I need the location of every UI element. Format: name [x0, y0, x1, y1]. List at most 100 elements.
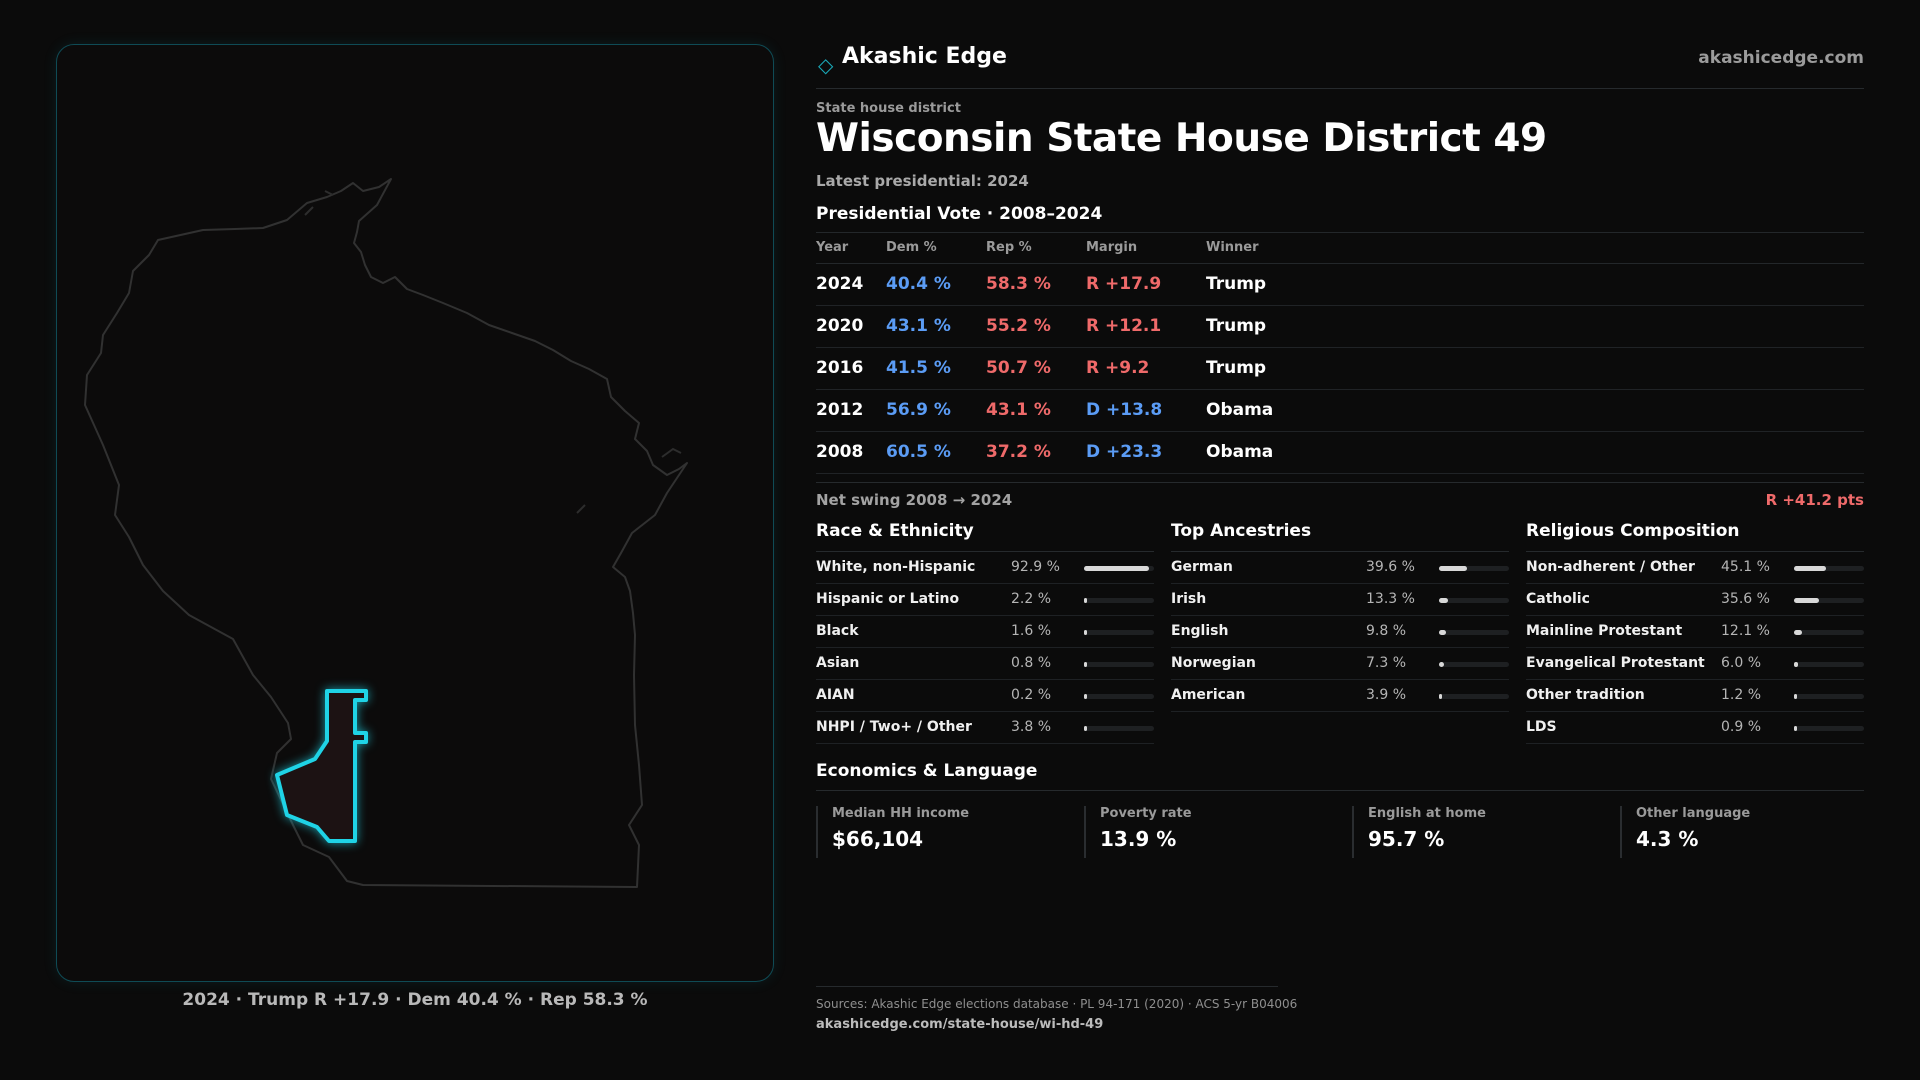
list-item: German 39.6 %: [1171, 552, 1509, 584]
race-ethnicity-title: Race & Ethnicity: [816, 521, 974, 541]
bar-track: [1439, 630, 1509, 635]
item-percent: 0.8 %: [1011, 655, 1052, 671]
bar-fill: [1084, 694, 1087, 699]
item-label: English: [1171, 623, 1229, 639]
item-percent: 1.2 %: [1721, 687, 1762, 703]
stat-label: Other language: [1636, 806, 1751, 821]
dem-cell: 43.1 %: [886, 316, 951, 336]
item-label: LDS: [1526, 719, 1557, 735]
bar-fill: [1084, 598, 1087, 603]
page-title: Wisconsin State House District 49: [816, 116, 1547, 161]
list-item: LDS 0.9 %: [1526, 712, 1864, 744]
margin-cell: R +17.9: [1086, 274, 1162, 294]
item-label: Catholic: [1526, 591, 1590, 607]
stat-value: $66,104: [832, 827, 924, 851]
dem-cell: 56.9 %: [886, 400, 951, 420]
bar-track: [1084, 630, 1154, 635]
item-label: Asian: [816, 655, 860, 671]
permalink[interactable]: akashicedge.com/state-house/wi-hd-49: [816, 1017, 1104, 1032]
item-percent: 0.9 %: [1721, 719, 1762, 735]
item-label: German: [1171, 559, 1233, 575]
item-label: Hispanic or Latino: [816, 591, 960, 607]
item-percent: 12.1 %: [1721, 623, 1770, 639]
margin-cell: D +23.3: [1086, 442, 1163, 462]
rep-cell: 58.3 %: [986, 274, 1051, 294]
winner-cell: Obama: [1206, 400, 1274, 420]
stat-label: Poverty rate: [1100, 806, 1192, 821]
wisconsin-outline: [84, 178, 688, 888]
margin-cell: D +13.8: [1086, 400, 1163, 420]
bar-fill: [1794, 694, 1797, 699]
year-cell: 2012: [816, 400, 864, 420]
bar-fill: [1794, 566, 1826, 571]
net-swing-value: R +41.2 pts: [1765, 491, 1864, 509]
year-cell: 2016: [816, 358, 864, 378]
bar-track: [1794, 662, 1864, 667]
item-label: Black: [816, 623, 859, 639]
religion-section: Religious Composition Non-adherent / Oth…: [1526, 521, 1864, 744]
list-item: AIAN 0.2 %: [816, 680, 1154, 712]
item-percent: 92.9 %: [1011, 559, 1060, 575]
winner-cell: Trump: [1206, 358, 1267, 378]
item-percent: 3.8 %: [1011, 719, 1052, 735]
bar-fill: [1084, 726, 1087, 731]
list-item: Asian 0.8 %: [816, 648, 1154, 680]
bar-fill: [1439, 662, 1445, 667]
net-swing-label: Net swing 2008 → 2024: [816, 491, 1013, 509]
bar-fill: [1084, 566, 1150, 571]
stat-label: English at home: [1368, 806, 1486, 821]
item-label: AIAN: [816, 687, 855, 703]
bar-fill: [1439, 630, 1446, 635]
bar-track: [1794, 598, 1864, 603]
table-row: 2016 41.5 % 50.7 % R +9.2 Trump: [816, 348, 1864, 390]
presidential-vote-table: Year Dem % Rep % Margin Winner 2024 40.4…: [816, 232, 1864, 474]
item-label: American: [1171, 687, 1246, 703]
bar-track: [1084, 598, 1154, 603]
brand-url-link[interactable]: akashicedge.com: [1698, 48, 1864, 68]
table-header-row: Year Dem % Rep % Margin Winner: [816, 233, 1864, 264]
list-item: Irish 13.3 %: [1171, 584, 1509, 616]
item-percent: 45.1 %: [1721, 559, 1770, 575]
stat-value: 4.3 %: [1636, 827, 1699, 851]
list-item: Other tradition 1.2 %: [1526, 680, 1864, 712]
item-label: Mainline Protestant: [1526, 623, 1683, 639]
item-label: Norwegian: [1171, 655, 1256, 671]
year-cell: 2008: [816, 442, 864, 462]
brand-name[interactable]: Akashic Edge: [842, 44, 1007, 69]
table-row: 2012 56.9 % 43.1 % D +13.8 Obama: [816, 390, 1864, 432]
bar-track: [1439, 598, 1509, 603]
stat-value: 13.9 %: [1100, 827, 1177, 851]
item-percent: 9.8 %: [1366, 623, 1407, 639]
religion-title: Religious Composition: [1526, 521, 1740, 541]
list-item: White, non-Hispanic 92.9 %: [816, 552, 1154, 584]
list-item: NHPI / Two+ / Other 3.8 %: [816, 712, 1154, 744]
item-label: Irish: [1171, 591, 1207, 607]
dem-cell: 40.4 %: [886, 274, 951, 294]
district-type-label: State house district: [816, 101, 961, 116]
rep-cell: 37.2 %: [986, 442, 1051, 462]
race-ethnicity-section: Race & Ethnicity White, non-Hispanic 92.…: [816, 521, 1154, 744]
bar-track: [1439, 694, 1509, 699]
bar-track: [1794, 630, 1864, 635]
net-swing-row: Net swing 2008 → 2024 R +41.2 pts: [816, 482, 1864, 509]
bar-track: [1794, 694, 1864, 699]
poverty-rate-stat: Poverty rate 13.9 %: [1084, 806, 1324, 858]
bar-track: [1084, 566, 1154, 571]
table-row: 2008 60.5 % 37.2 % D +23.3 Obama: [816, 432, 1864, 474]
winner-cell: Trump: [1206, 316, 1267, 336]
item-label: NHPI / Two+ / Other: [816, 719, 972, 735]
district-map[interactable]: [57, 45, 775, 983]
map-panel[interactable]: [56, 44, 774, 982]
stat-label: Median HH income: [832, 806, 970, 821]
footer: Sources: Akashic Edge elections database…: [816, 986, 1297, 1032]
other-language-stat: Other language 4.3 %: [1620, 806, 1860, 858]
divider: [816, 790, 1864, 791]
dem-cell: 41.5 %: [886, 358, 951, 378]
economics-title: Economics & Language: [816, 761, 1038, 781]
median-income-stat: Median HH income $66,104: [816, 806, 1056, 858]
district-49-highlight[interactable]: [275, 689, 368, 843]
rep-cell: 50.7 %: [986, 358, 1051, 378]
year-cell: 2020: [816, 316, 864, 336]
vote-section-title: Presidential Vote · 2008–2024: [816, 204, 1103, 224]
item-percent: 13.3 %: [1366, 591, 1415, 607]
